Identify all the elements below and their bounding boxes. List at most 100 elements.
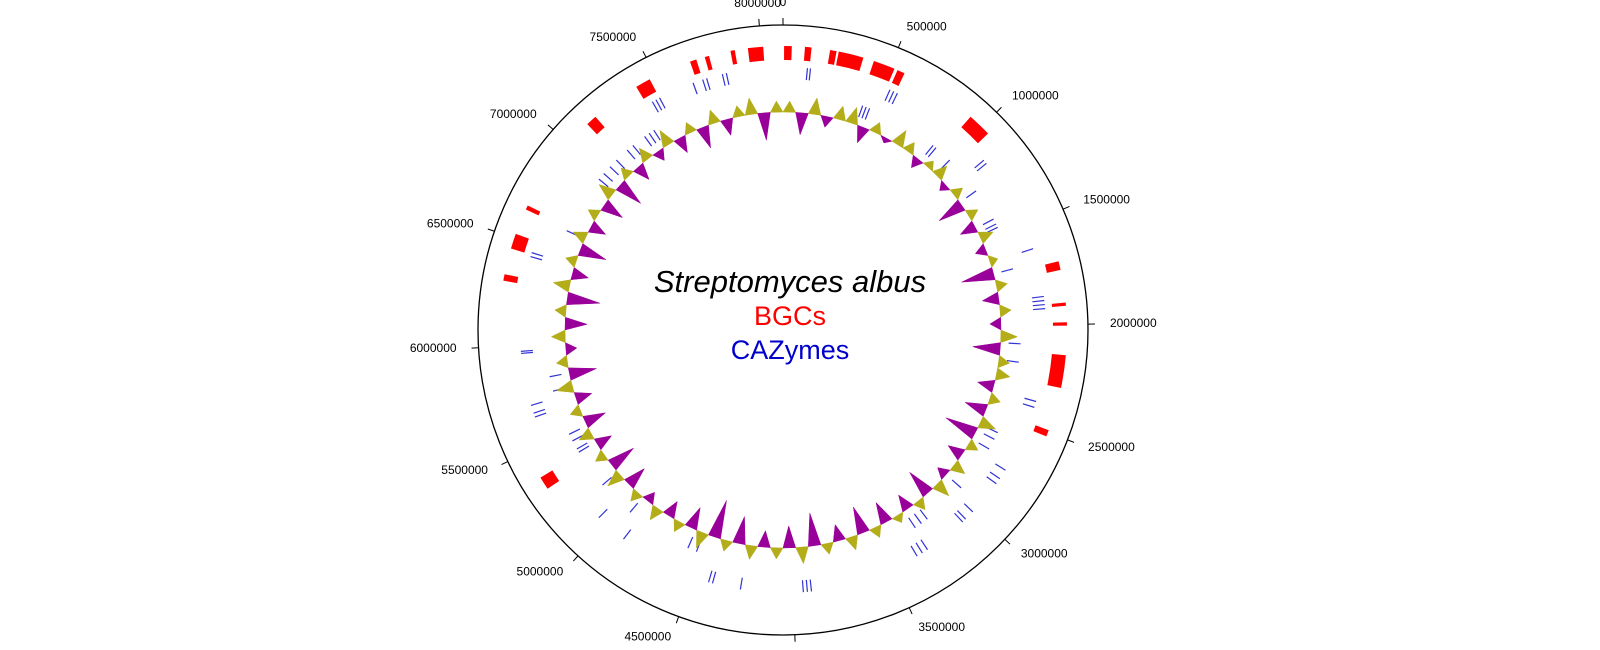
gc-skew-spike [572, 231, 589, 245]
cazyme-mark [1032, 303, 1045, 307]
cazyme-mark [534, 412, 547, 418]
cazyme-mark [1032, 299, 1045, 303]
cazyme-mark [976, 162, 987, 172]
gc-skew-spike [598, 184, 617, 201]
gc-skew-spike [607, 469, 625, 487]
cazyme-mark [651, 101, 659, 113]
bgc-block [869, 60, 895, 82]
cazyme-mark [956, 510, 967, 520]
cazyme-mark [919, 509, 928, 520]
gc-skew-spike [939, 179, 951, 191]
tick-label: 6500000 [427, 216, 474, 230]
gc-skew-spike [607, 447, 634, 471]
cazyme-mark [801, 580, 804, 593]
cazyme-mark [954, 512, 964, 523]
gc-skew-spike [891, 511, 904, 523]
cazyme-mark [706, 78, 711, 90]
gc-skew-spike [565, 255, 579, 268]
gc-skew-spike [587, 220, 607, 235]
cazyme-mark [884, 89, 891, 101]
cazyme-mark [910, 545, 918, 557]
cazyme-mark [915, 542, 923, 554]
cazyme-mark [626, 149, 636, 160]
gc-skew-spike [949, 187, 964, 201]
gc-skew-spike [937, 467, 951, 481]
tick-label: 3500000 [918, 620, 965, 634]
legend-cazymes: CAZymes [731, 335, 850, 365]
cazyme-mark [653, 129, 661, 141]
cazyme-mark [602, 476, 612, 486]
gc-skew-spike [987, 392, 1001, 405]
gc-skew-spike [720, 117, 734, 137]
cazyme-mark [985, 223, 997, 230]
gc-skew-spike [684, 506, 701, 531]
cazyme-mark [530, 255, 543, 261]
gc-skew-spike [782, 100, 797, 113]
cazyme-mark [520, 349, 533, 352]
cazyme-mark [1006, 359, 1019, 363]
gc-skew-spike [795, 112, 809, 136]
gc-skew-spike [922, 160, 934, 172]
bgc-block [1052, 322, 1067, 326]
gc-skew-spike [994, 367, 1011, 381]
cazyme-mark [629, 502, 639, 513]
tick-label: 7000000 [490, 107, 537, 121]
tick-mark [908, 607, 913, 615]
gc-skew-spike [898, 494, 914, 513]
tick-label: 0 [780, 0, 787, 9]
gc-skew-spike [732, 516, 746, 545]
cazyme-mark [1031, 295, 1044, 299]
gc-skew-spike [638, 147, 654, 164]
cazyme-mark [576, 442, 588, 450]
cazyme-mark [891, 92, 898, 105]
cazyme-mark [1022, 403, 1035, 408]
gc-skew-spike [577, 243, 607, 260]
tick-label: 5000000 [517, 564, 564, 578]
gc-skew-spike [624, 467, 646, 489]
cazyme-mark [974, 159, 985, 169]
cazyme-mark [658, 97, 666, 109]
cazyme-mark [1008, 342, 1021, 345]
bgc-block [1051, 302, 1066, 307]
gc-skew-spike [593, 435, 613, 451]
bgc-block [1044, 261, 1061, 273]
gc-skew-spike [857, 124, 870, 144]
cazyme-mark [530, 401, 543, 407]
cazyme-mark [725, 73, 730, 86]
tick-label: 4500000 [624, 629, 671, 643]
tick-label: 500000 [907, 19, 947, 33]
legend-bgcs: BGCs [754, 301, 826, 331]
cazyme-mark [805, 579, 809, 592]
gc-skew-spike [911, 154, 924, 169]
bgc-block [636, 79, 657, 99]
gc-skew-spike [964, 438, 979, 451]
gc-skew-spike [987, 255, 999, 269]
gc-skew-spike [662, 500, 678, 520]
gc-skew-spike [795, 546, 809, 565]
tick-mark [1004, 538, 1011, 545]
cazyme-mark [632, 144, 641, 156]
tick-label: 7500000 [590, 30, 637, 44]
bgc-block [836, 51, 864, 72]
cazyme-mark [908, 517, 916, 529]
gc-skew-spike [744, 544, 759, 560]
tick-mark [758, 18, 760, 26]
tick-label: 2000000 [1110, 316, 1157, 330]
gc-skew-spike [630, 488, 644, 502]
cazyme-mark [966, 190, 977, 199]
cazyme-mark [805, 68, 809, 81]
gc-skew-spike [555, 354, 569, 369]
cazyme-mark [1001, 268, 1014, 273]
gc-skew-spike [615, 179, 641, 204]
bgc-block [784, 46, 792, 61]
gc-skew-spike [552, 279, 572, 293]
bgc-block [1047, 354, 1066, 388]
gc-skew-spike [912, 496, 926, 511]
gc-skew-spike [832, 105, 846, 122]
gc-skew-spike [620, 167, 634, 181]
gc-skew-spike [568, 367, 597, 381]
gc-skew-spike [994, 279, 1008, 293]
cazyme-mark [951, 479, 962, 489]
tick-mark [501, 461, 509, 466]
